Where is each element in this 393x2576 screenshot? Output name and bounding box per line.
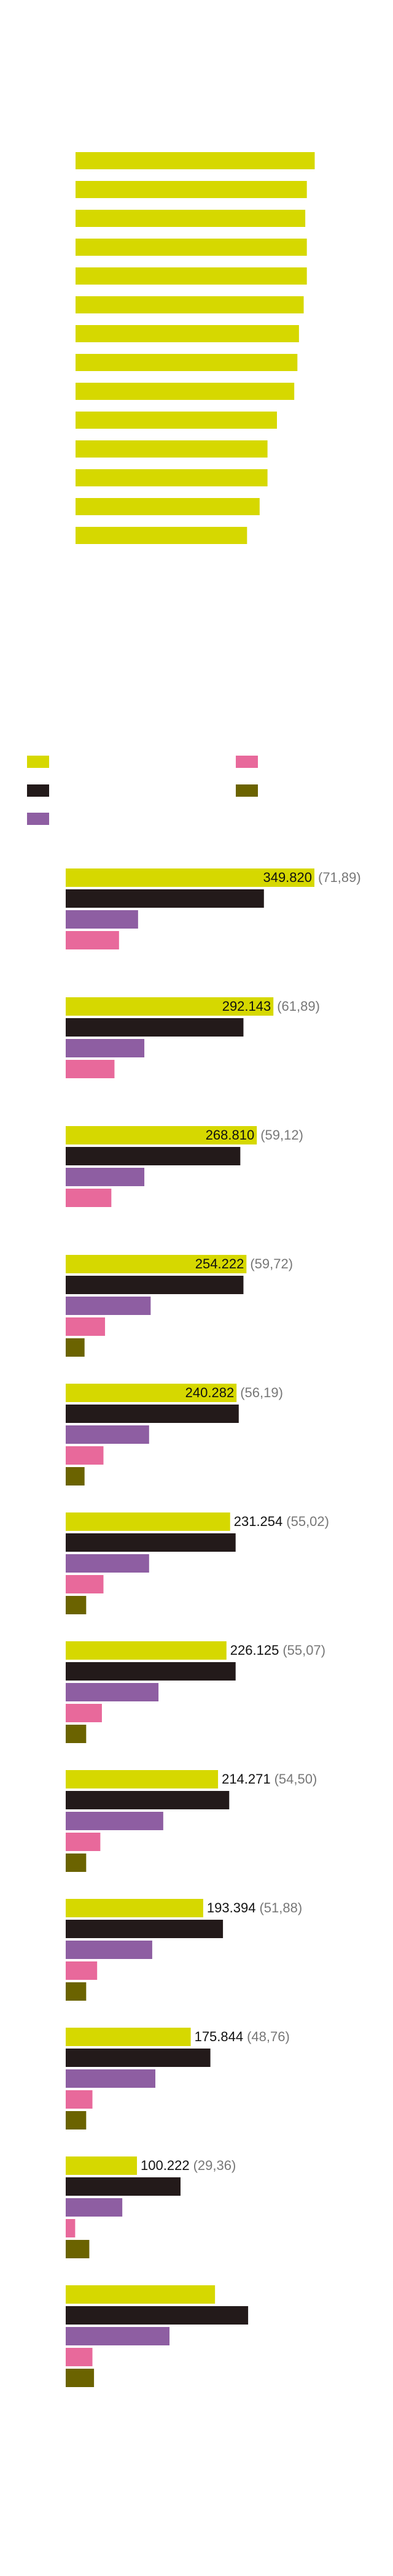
bar xyxy=(66,2198,123,2217)
bar xyxy=(66,1255,247,1273)
value-label: 226.125 xyxy=(230,1643,279,1658)
bar xyxy=(66,1596,87,1614)
bar xyxy=(66,2348,93,2366)
legend-swatch xyxy=(27,756,49,768)
bar xyxy=(76,267,307,285)
bar xyxy=(66,1899,203,1917)
bar xyxy=(66,997,274,1016)
share-label: (55,07) xyxy=(282,1643,325,1658)
bar xyxy=(66,1297,151,1315)
bar xyxy=(76,498,260,515)
bar xyxy=(76,152,315,169)
bar xyxy=(76,239,307,256)
bar xyxy=(66,1126,257,1144)
share-label: (55,02) xyxy=(286,1514,329,1529)
share-label: (48,76) xyxy=(247,2029,290,2044)
bar xyxy=(66,1982,87,2001)
bar xyxy=(66,1276,244,1294)
bar xyxy=(66,1961,98,1980)
bar xyxy=(76,469,268,486)
bar xyxy=(66,1662,236,1681)
bar xyxy=(66,1920,224,1938)
bar xyxy=(66,2111,87,2129)
value-label: 100.222 xyxy=(141,2158,190,2173)
legend-swatch xyxy=(236,756,258,768)
bar xyxy=(66,2285,216,2304)
share-label: (71,89) xyxy=(318,870,361,885)
share-label: (29,36) xyxy=(193,2158,236,2173)
bar xyxy=(66,1812,163,1830)
bar xyxy=(66,1853,87,1872)
value-label: 254.222 xyxy=(195,1256,244,1271)
bar xyxy=(66,1833,101,1851)
legend-swatch xyxy=(236,784,258,797)
value-label: 214.271 xyxy=(222,1771,271,1787)
bar xyxy=(66,1533,236,1552)
bar xyxy=(66,1338,85,1357)
value-label: 292.143 xyxy=(222,999,271,1014)
bar xyxy=(66,931,119,949)
bar xyxy=(66,1641,227,1660)
bar xyxy=(66,1039,145,1057)
bar xyxy=(66,1770,219,1788)
bar xyxy=(66,2069,155,2088)
value-label: 240.282 xyxy=(185,1385,235,1400)
bar xyxy=(66,2327,170,2345)
bar xyxy=(66,2090,93,2109)
bar xyxy=(76,325,299,342)
bar xyxy=(66,2049,211,2067)
value-label: 349.820 xyxy=(263,870,312,885)
bar xyxy=(66,1018,244,1037)
bar xyxy=(66,1147,241,1165)
bar xyxy=(76,527,247,544)
legend-swatch xyxy=(27,784,49,797)
value-label: 231.254 xyxy=(234,1514,283,1529)
bar xyxy=(66,1060,115,1078)
share-label: (54,50) xyxy=(274,1771,317,1787)
bar xyxy=(66,1941,152,1959)
bar xyxy=(66,2240,90,2258)
bar xyxy=(66,2306,249,2325)
bar xyxy=(66,1512,230,1531)
bar xyxy=(76,210,306,227)
bar xyxy=(76,296,304,313)
share-label: (59,72) xyxy=(250,1256,293,1271)
bar xyxy=(76,181,307,198)
share-label: (56,19) xyxy=(240,1385,283,1400)
bar xyxy=(66,1168,145,1186)
bar xyxy=(66,1683,159,1701)
value-label: 193.394 xyxy=(207,1900,256,1915)
bar xyxy=(66,889,264,908)
bar xyxy=(66,1189,112,1207)
bar xyxy=(66,868,315,887)
bar xyxy=(76,383,295,400)
bar xyxy=(66,1725,87,1743)
bar xyxy=(76,440,268,458)
bar xyxy=(66,1425,149,1444)
bar xyxy=(66,1791,230,1809)
share-label: (59,12) xyxy=(260,1127,303,1143)
bar xyxy=(66,1467,85,1485)
share-label: (51,88) xyxy=(259,1900,302,1915)
bar xyxy=(66,1704,102,1722)
bar xyxy=(76,354,298,371)
bar xyxy=(66,2369,95,2387)
bar xyxy=(76,412,277,429)
value-label: 268.810 xyxy=(206,1127,255,1143)
bar xyxy=(66,1317,106,1336)
bar xyxy=(66,2156,138,2175)
bar xyxy=(66,2177,181,2196)
value-label: 175.844 xyxy=(195,2029,244,2044)
bar xyxy=(66,1384,237,1402)
bar xyxy=(66,1446,104,1465)
bar xyxy=(66,2028,191,2046)
bar xyxy=(66,1405,239,1423)
share-label: (61,89) xyxy=(277,999,320,1014)
bar xyxy=(66,2219,76,2237)
legend-swatch xyxy=(27,813,49,825)
bar xyxy=(66,1554,149,1573)
bar xyxy=(66,1575,104,1593)
bar xyxy=(66,910,138,929)
